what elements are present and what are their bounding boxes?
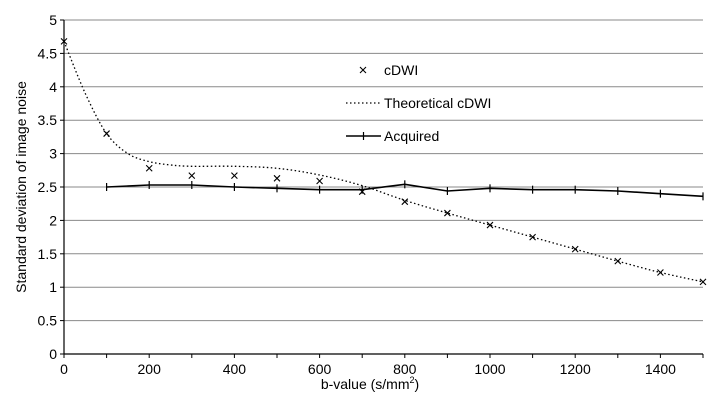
y-tick-label-3: 1.5 — [38, 246, 58, 262]
y-tick-label-5: 2.5 — [38, 179, 58, 195]
cdwi-point-8 — [401, 198, 409, 206]
cdwi-point-5-stroke-b — [273, 174, 281, 182]
y-tick-label-1: 0.5 — [38, 313, 58, 329]
x-tick-label-1: 200 — [138, 361, 162, 377]
cdwi-point-15 — [699, 278, 707, 286]
x-axis-title-end: ) — [415, 376, 420, 392]
legend-label-theoretical: Theoretical cDWI — [384, 95, 491, 111]
cdwi-point-1-stroke-b — [103, 130, 110, 137]
cdwi-point-2 — [145, 164, 153, 172]
cdwi-point-4 — [231, 172, 238, 180]
cdwi-point-15-stroke-b — [699, 278, 707, 286]
cdwi-point-9-stroke-b — [444, 209, 451, 217]
x-tick-label-0: 0 — [60, 361, 68, 377]
series-layer — [60, 37, 707, 286]
series-theoretical-cdwi-line — [63, 41, 704, 283]
cdwi-point-10 — [486, 221, 494, 229]
cdwi-point-1 — [103, 130, 110, 137]
legend-item-acquired: Acquired — [346, 128, 439, 144]
cdwi-point-0-stroke-b — [60, 37, 68, 45]
legend-item-theoretical: Theoretical cDWI — [346, 95, 491, 111]
cdwi-point-12 — [571, 245, 579, 253]
y-tick-label-2: 1 — [49, 279, 57, 295]
y-tick-label-7: 3.5 — [38, 112, 58, 128]
cdwi-point-14-stroke-b — [657, 269, 664, 276]
cdwi-point-0 — [60, 37, 68, 45]
x-axis-title: b-value (s/mm2) — [321, 375, 419, 392]
legend-label-cdwi: cDWI — [384, 62, 418, 78]
cdwi-point-2-stroke-b — [145, 164, 153, 172]
y-tick-label-6: 3 — [49, 146, 57, 162]
cdwi-point-6-stroke-b — [316, 177, 323, 185]
x-tick-label-5: 1000 — [474, 361, 505, 377]
y-tick-labels: 0 0.5 1 1.5 2 2.5 3 3.5 4 4.5 5 — [38, 12, 58, 362]
cdwi-point-7-stroke-b — [358, 188, 366, 196]
y-tick-label-0: 0 — [49, 346, 57, 362]
cdwi-point-11-stroke-b — [529, 233, 536, 241]
y-axis-title: Standard deviation of image noise — [13, 81, 29, 293]
x-tick-label-2: 400 — [223, 361, 247, 377]
x-tick-label-7: 1400 — [645, 361, 676, 377]
legend-item-cdwi: cDWI — [359, 62, 418, 78]
legend-label-acquired: Acquired — [384, 128, 439, 144]
cdwi-point-6 — [316, 177, 323, 185]
cdwi-point-7 — [358, 188, 366, 196]
cdwi-point-13-stroke-b — [614, 257, 622, 265]
cdwi-point-11 — [529, 233, 536, 241]
x-axis-title-sup: 2 — [410, 375, 415, 385]
legend-x-marker — [359, 66, 367, 74]
x-tick-label-3: 600 — [308, 361, 332, 377]
x-tick-labels: 0 200 400 600 800 1000 1200 1400 — [60, 361, 676, 377]
y-tick-label-8: 4 — [49, 79, 57, 95]
y-tick-label-4: 2 — [49, 212, 57, 228]
x-axis-title-main: b-value (s/mm — [321, 376, 410, 392]
cdwi-point-14 — [657, 269, 664, 276]
x-tick-label-4: 800 — [393, 361, 417, 377]
cdwi-point-12-stroke-b — [571, 245, 579, 253]
axes — [60, 19, 704, 358]
cdwi-point-5 — [273, 174, 281, 182]
x-tick-label-6: 1200 — [560, 361, 591, 377]
cdwi-point-4-stroke-b — [231, 172, 238, 180]
cdwi-point-8-stroke-b — [401, 198, 409, 206]
legend: cDWI Theoretical cDWI Acquired — [346, 62, 491, 144]
cdwi-point-10-stroke-b — [486, 221, 494, 229]
y-tick-label-9: 4.5 — [38, 45, 58, 61]
legend-x-stroke-b — [359, 66, 367, 74]
cdwi-point-9 — [444, 209, 451, 217]
cdwi-point-13 — [614, 257, 622, 265]
cdwi-point-3 — [188, 172, 196, 180]
y-tick-label-10: 5 — [49, 12, 57, 28]
cdwi-point-3-stroke-b — [188, 172, 196, 180]
